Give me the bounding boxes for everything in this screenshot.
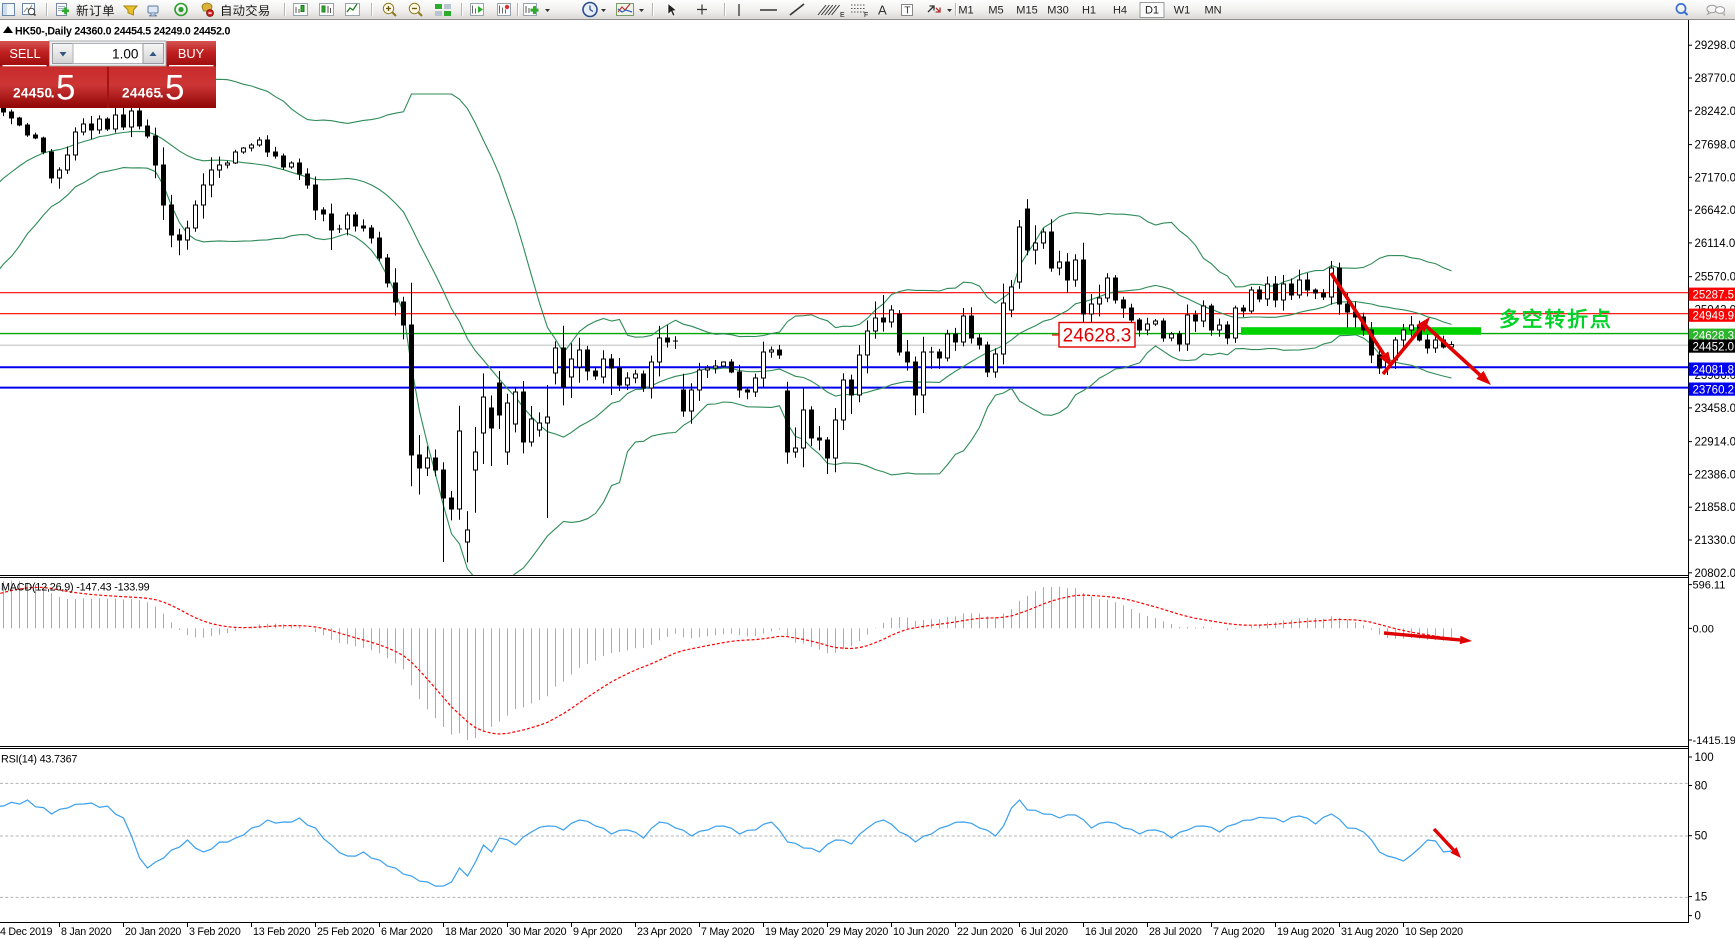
svg-text:SELL: SELL (9, 46, 40, 61)
svg-text:5: 5 (165, 69, 184, 108)
svg-text:596.11: 596.11 (1693, 580, 1726, 592)
svg-text:23 Apr 2020: 23 Apr 2020 (637, 926, 692, 938)
svg-text:19 Aug 2020: 19 Aug 2020 (1277, 926, 1335, 938)
svg-text:24949.9: 24949.9 (1693, 311, 1735, 323)
svg-text:H1: H1 (1082, 5, 1096, 17)
svg-text:13 Feb 2020: 13 Feb 2020 (253, 926, 311, 938)
svg-text:24081.8: 24081.8 (1693, 364, 1735, 376)
svg-text:.: . (160, 85, 164, 102)
svg-text:22914.0: 22914.0 (1695, 437, 1735, 449)
svg-text:MACD(12,26,9) -147.43 -133.99: MACD(12,26,9) -147.43 -133.99 (1, 582, 150, 594)
svg-text:24450: 24450 (13, 86, 52, 101)
svg-text:6 Mar 2020: 6 Mar 2020 (381, 926, 433, 938)
svg-text:F: F (864, 12, 868, 19)
svg-text:24628.3: 24628.3 (1063, 326, 1132, 347)
svg-text:10 Sep 2020: 10 Sep 2020 (1405, 926, 1463, 938)
svg-text:26114.0: 26114.0 (1695, 238, 1735, 250)
svg-text:28 Jul 2020: 28 Jul 2020 (1149, 926, 1202, 938)
svg-text:29 May 2020: 29 May 2020 (829, 926, 888, 938)
svg-text:21858.0: 21858.0 (1695, 502, 1735, 514)
svg-text:22 Jun 2020: 22 Jun 2020 (957, 926, 1013, 938)
svg-text:18 Mar 2020: 18 Mar 2020 (445, 926, 503, 938)
svg-text:50: 50 (1695, 831, 1708, 843)
svg-text:W1: W1 (1174, 5, 1191, 17)
svg-text:HK50-,Daily 24360.0 24454.5 2: HK50-,Daily 24360.0 24454.5 24249.0 2445… (15, 26, 231, 38)
svg-text:28770.0: 28770.0 (1695, 73, 1735, 85)
svg-text:29298.0: 29298.0 (1695, 40, 1735, 52)
svg-text:RSI(14) 43.7367: RSI(14) 43.7367 (1, 754, 77, 766)
svg-text:M5: M5 (988, 5, 1003, 17)
svg-text:15: 15 (1695, 892, 1708, 904)
svg-text:80: 80 (1695, 781, 1708, 793)
svg-text:T: T (904, 6, 910, 17)
svg-text:24452.0: 24452.0 (1693, 341, 1735, 353)
svg-text:30 Mar 2020: 30 Mar 2020 (509, 926, 567, 938)
svg-text:M1: M1 (958, 5, 973, 17)
svg-text:26642.0: 26642.0 (1695, 205, 1735, 217)
svg-text:25287.5: 25287.5 (1693, 290, 1735, 302)
svg-text:1.00: 1.00 (112, 47, 139, 62)
svg-text:25 Feb 2020: 25 Feb 2020 (317, 926, 375, 938)
svg-text:7 Aug 2020: 7 Aug 2020 (1213, 926, 1265, 938)
svg-text:9 Apr 2020: 9 Apr 2020 (573, 926, 623, 938)
svg-text:100: 100 (1695, 752, 1714, 764)
svg-text:6 Jul 2020: 6 Jul 2020 (1021, 926, 1068, 938)
svg-text:10 Jun 2020: 10 Jun 2020 (893, 926, 949, 938)
svg-text:20802.0: 20802.0 (1695, 568, 1735, 580)
svg-text:25570.0: 25570.0 (1695, 272, 1735, 284)
svg-text:H4: H4 (1113, 5, 1127, 17)
svg-text:23458.0: 23458.0 (1695, 403, 1735, 415)
svg-text:BUY: BUY (178, 46, 205, 61)
svg-text:M15: M15 (1016, 5, 1037, 17)
svg-text:28242.0: 28242.0 (1695, 106, 1735, 118)
svg-text:23760.2: 23760.2 (1693, 384, 1735, 396)
svg-text:5: 5 (56, 69, 75, 108)
svg-text:3 Feb 2020: 3 Feb 2020 (189, 926, 241, 938)
svg-text:0: 0 (1695, 911, 1701, 923)
svg-text:16 Jul 2020: 16 Jul 2020 (1085, 926, 1138, 938)
svg-text:M30: M30 (1047, 5, 1068, 17)
svg-text:21330.0: 21330.0 (1695, 535, 1735, 547)
svg-text:31 Aug 2020: 31 Aug 2020 (1341, 926, 1399, 938)
svg-text:22386.0: 22386.0 (1695, 469, 1735, 481)
svg-text:D1: D1 (1145, 5, 1159, 17)
svg-text:8 Jan 2020: 8 Jan 2020 (61, 926, 112, 938)
svg-text:7 May 2020: 7 May 2020 (701, 926, 755, 938)
svg-text:27170.0: 27170.0 (1695, 172, 1735, 184)
svg-text:A: A (878, 3, 887, 18)
svg-text:4 Dec 2019: 4 Dec 2019 (0, 926, 52, 938)
svg-text:20 Jan 2020: 20 Jan 2020 (125, 926, 181, 938)
svg-text:19 May 2020: 19 May 2020 (765, 926, 824, 938)
svg-text:-1415.19: -1415.19 (1693, 735, 1735, 747)
svg-text:E: E (840, 12, 845, 19)
svg-text:.: . (51, 85, 55, 102)
svg-text:27698.0: 27698.0 (1695, 140, 1735, 152)
svg-text:24465: 24465 (122, 86, 161, 101)
svg-text:0.00: 0.00 (1693, 623, 1714, 635)
svg-text:MN: MN (1204, 5, 1221, 17)
